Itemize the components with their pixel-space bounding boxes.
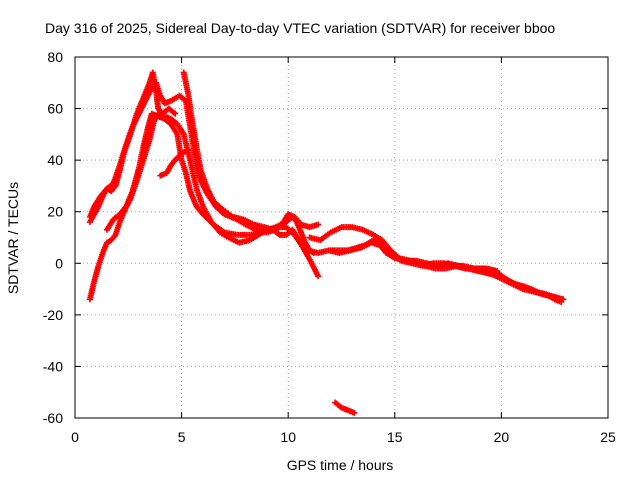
data-point [351,409,358,416]
axis-ticks: 0 5 10 15 20 25 -60 -40 -20 0 20 40 60 80 [43,49,616,445]
series-arc-e [157,146,191,179]
x-tick-label: 20 [494,429,510,445]
series-arc-f [180,69,567,303]
plot-frame [74,56,609,419]
y-tick-label: 40 [47,152,63,168]
y-tick-label: 80 [47,49,63,65]
y-axis-label: SDTVAR / TECUs [5,182,21,294]
series-arc-i [421,262,567,303]
x-tick-label: 10 [280,429,296,445]
x-tick-label: 25 [600,429,616,445]
data-point [560,296,567,303]
data-point [184,146,191,153]
x-tick-label: 5 [178,429,186,445]
x-axis-label: GPS time / hours [287,457,394,473]
chart-title: Day 316 of 2025, Sidereal Day-to-day VTE… [45,20,555,36]
data-point [315,221,322,228]
series-arc-c [86,110,322,303]
x-tick-label: 0 [71,429,79,445]
x-tick-label: 15 [387,429,403,445]
y-tick-label: 60 [47,101,63,117]
data-point [315,273,322,280]
y-tick-label: -60 [43,410,63,426]
data-series [86,69,567,416]
y-tick-label: -40 [43,358,63,374]
series-arc-a [86,69,179,226]
data-point [172,110,179,117]
series-arc-d [103,110,317,256]
series-arc-j [332,399,358,416]
y-tick-label: -20 [43,307,63,323]
y-tick-label: 20 [47,204,63,220]
series-arc-h [327,237,501,275]
grid [75,57,608,418]
y-tick-label: 0 [55,255,63,271]
